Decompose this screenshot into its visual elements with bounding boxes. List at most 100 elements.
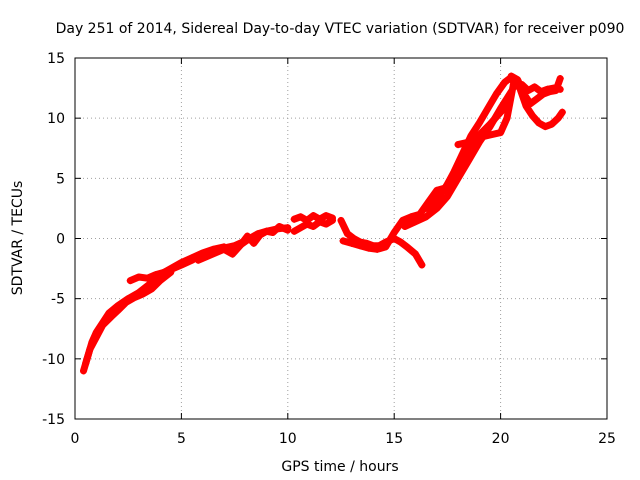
x-axis-label: GPS time / hours xyxy=(281,459,398,475)
data-point xyxy=(337,216,345,224)
data-point xyxy=(177,261,185,269)
chart-title: Day 251 of 2014, Sidereal Day-to-day VTE… xyxy=(56,21,625,37)
data-point xyxy=(322,212,330,220)
x-tick-label: 25 xyxy=(598,431,616,447)
data-point xyxy=(541,123,549,131)
data-point xyxy=(365,244,373,252)
data-point xyxy=(390,228,398,236)
data-point xyxy=(403,243,411,251)
data-point xyxy=(80,367,88,375)
data-point xyxy=(533,95,541,103)
data-point xyxy=(465,138,473,146)
data-point xyxy=(143,274,151,282)
data-point xyxy=(135,273,143,281)
data-point xyxy=(220,245,228,253)
data-point xyxy=(554,114,562,122)
series-satellite-track-7 xyxy=(290,212,336,224)
data-point xyxy=(263,227,271,235)
series-satellite-track-14 xyxy=(509,78,566,131)
data-point xyxy=(297,213,305,221)
data-point xyxy=(548,120,556,128)
data-point xyxy=(501,78,509,86)
data-point xyxy=(237,241,245,249)
data-point xyxy=(339,237,347,245)
data-point xyxy=(475,119,483,127)
data-point xyxy=(401,222,409,230)
data-point xyxy=(397,238,405,246)
data-point xyxy=(556,85,564,93)
data-point xyxy=(537,88,545,96)
data-point xyxy=(126,277,134,285)
data-point xyxy=(160,268,168,276)
data-point xyxy=(486,120,494,128)
data-point xyxy=(156,277,164,285)
y-tick-label: 0 xyxy=(56,232,65,248)
data-point xyxy=(422,213,430,221)
data-point xyxy=(343,230,351,238)
x-tick-label: 5 xyxy=(177,431,186,447)
data-point xyxy=(231,247,239,255)
data-point xyxy=(411,218,419,226)
series-band xyxy=(82,268,175,368)
data-point xyxy=(497,108,505,116)
data-point xyxy=(211,249,219,257)
data-point xyxy=(382,243,390,251)
data-point xyxy=(529,112,537,120)
data-point xyxy=(309,212,317,220)
data-point xyxy=(194,256,202,264)
series-satellite-track-15 xyxy=(518,80,564,96)
data-point xyxy=(550,84,558,92)
data-point xyxy=(309,222,317,230)
data-point xyxy=(535,119,543,127)
y-tick-label: -10 xyxy=(42,352,65,368)
data-point xyxy=(152,271,160,279)
data-point xyxy=(492,90,500,98)
data-point xyxy=(454,141,462,149)
y-tick-label: -15 xyxy=(42,412,65,428)
data-point xyxy=(507,72,515,80)
data-point xyxy=(203,253,211,261)
data-point xyxy=(348,239,356,247)
data-point xyxy=(188,256,196,264)
data-point xyxy=(454,162,462,170)
data-point xyxy=(131,293,139,301)
data-point xyxy=(556,74,564,82)
data-point xyxy=(139,290,147,298)
data-point xyxy=(303,216,311,224)
y-tick-label: -5 xyxy=(51,292,65,308)
y-tick-label: 10 xyxy=(47,111,65,127)
data-point xyxy=(465,156,473,164)
data-point xyxy=(531,83,539,91)
data-point xyxy=(297,224,305,232)
data-point xyxy=(373,245,381,253)
data-point xyxy=(107,313,115,321)
data-point xyxy=(148,285,156,293)
data-point xyxy=(433,196,441,204)
data-point xyxy=(475,133,483,141)
series-satellite-track-11 xyxy=(422,100,513,212)
series-satellite-track-2 xyxy=(82,268,175,368)
data-point xyxy=(284,226,292,234)
data-point xyxy=(497,129,505,137)
data-point xyxy=(328,214,336,222)
data-point xyxy=(243,232,251,240)
data-point xyxy=(86,345,94,353)
data-point xyxy=(418,261,426,269)
data-point xyxy=(322,220,330,228)
data-point xyxy=(411,250,419,258)
data-point xyxy=(316,215,324,223)
data-points xyxy=(80,72,566,375)
y-tick-label: 5 xyxy=(56,171,65,187)
data-point xyxy=(99,321,107,329)
y-axis-label: SDTVAR / TECUs xyxy=(10,181,26,296)
data-point xyxy=(524,86,532,94)
x-tick-label: 0 xyxy=(71,431,80,447)
data-point xyxy=(543,85,551,93)
data-point xyxy=(518,80,526,88)
series-satellite-track-5 xyxy=(231,222,292,255)
data-point xyxy=(290,215,298,223)
data-point xyxy=(422,204,430,212)
data-point xyxy=(275,222,283,230)
